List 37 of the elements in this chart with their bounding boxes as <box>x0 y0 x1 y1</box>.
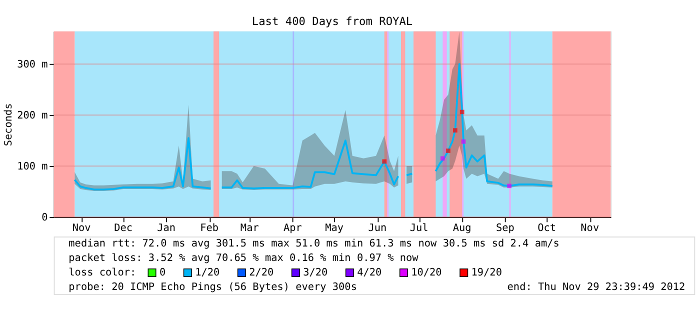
x-tick-label: May <box>325 222 344 234</box>
text: median rtt: 72.0 ms avg 301.5 ms max 51.0 ms min 61.3 ms now 30.5 ms sd 2.4 am/s <box>68 238 560 250</box>
chart-title: Last 400 Days from ROYAL <box>252 14 413 28</box>
text: packet loss: 3.52 % avg 70.65 % max 0.16 % min 0.97 % now <box>68 253 420 264</box>
point <box>452 128 458 133</box>
x-tick-label: Sep <box>496 222 514 234</box>
point <box>446 148 450 153</box>
y-tick-label: 300 m <box>17 59 48 70</box>
y-axis-title: Seconds <box>3 103 14 146</box>
text: end: Thu Nov 29 23:39:49 2012 <box>507 282 686 293</box>
x-tick-label: Aug <box>452 222 472 234</box>
y-tick-label: 100 m <box>17 161 48 172</box>
legend-label: 10/20 <box>411 268 442 279</box>
point <box>382 159 387 164</box>
x-tick-label: Apr <box>283 222 302 234</box>
legend-label: 3/20 <box>303 268 328 279</box>
point <box>440 156 445 161</box>
x-tick-label: Nov <box>580 222 600 234</box>
x-tick-label: Dec <box>114 222 132 234</box>
y-tick-label: 200 m <box>17 110 48 122</box>
point <box>507 184 512 188</box>
legend-label: 4/20 <box>357 268 382 279</box>
legend-label: 19/20 <box>471 268 502 279</box>
x-tick-label: Nov <box>72 222 91 234</box>
point <box>460 110 464 114</box>
x-tick-label: Jun <box>368 222 387 234</box>
x-tick-label: Feb <box>200 222 219 234</box>
legend-label: 0 <box>159 268 166 279</box>
x-tick-label: Jan <box>157 222 176 234</box>
y-tick-label: 0 <box>42 212 48 224</box>
x-tick-label: Mar <box>240 222 259 234</box>
legend-title: loss color: <box>68 268 136 279</box>
x-tick-label: Oct <box>538 222 556 234</box>
text: probe: 20 ICMP Echo Pings (56 Bytes) every 300s <box>68 282 357 293</box>
legend-label: 2/20 <box>249 268 274 279</box>
x-tick-label: Jul <box>410 222 428 234</box>
legend-label: 1/20 <box>195 268 220 279</box>
